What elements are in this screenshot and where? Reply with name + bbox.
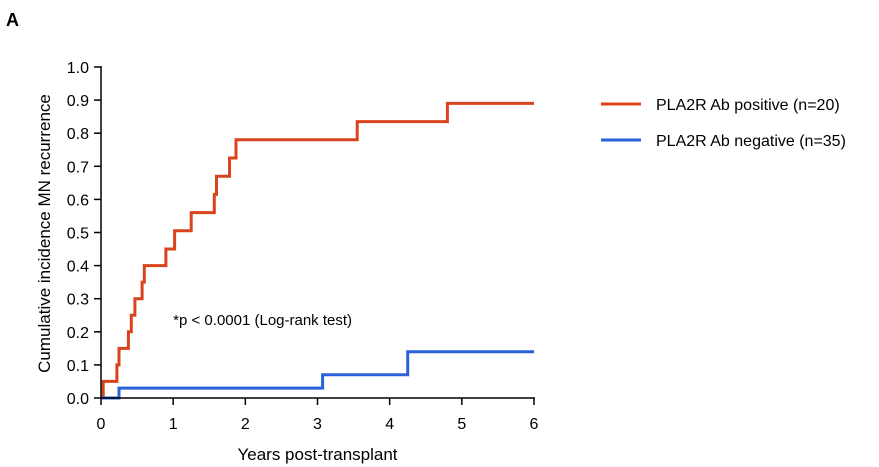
series-line-0 xyxy=(101,101,534,400)
annotation-pvalue: *p < 0.0001 (Log-rank test) xyxy=(173,312,352,329)
x-axis-title: Years post-transplant xyxy=(237,445,397,464)
x-ticks: 0 1 2 3 4 5 6 xyxy=(97,398,539,433)
y-tick-label: 0.0 xyxy=(67,391,89,408)
x-tick-label: 2 xyxy=(241,416,250,433)
y-axis-title: Cumulative incidence MN recurrence xyxy=(35,94,54,373)
x-tick-label: 3 xyxy=(313,416,322,433)
legend-label-negative: PLA2R Ab negative (n=35) xyxy=(656,133,846,150)
y-ticks: 0.0 0.1 0.2 0.3 0.4 0.5 0.6 0.7 0.8 0.9 1.0 xyxy=(67,60,101,408)
y-tick-label: 0.6 xyxy=(67,192,89,209)
x-tick-label: 6 xyxy=(530,416,539,433)
axes xyxy=(100,66,535,399)
legend: PLA2R Ab positive (n=20) PLA2R Ab negati… xyxy=(601,97,846,150)
y-tick-label: 1.0 xyxy=(67,60,89,77)
x-tick-label: 5 xyxy=(457,416,466,433)
legend-label-positive: PLA2R Ab positive (n=20) xyxy=(656,97,840,114)
y-tick-label: 0.9 xyxy=(67,93,89,110)
series-line-1 xyxy=(101,350,534,400)
y-tick-label: 0.3 xyxy=(67,292,89,309)
y-tick-label: 0.1 xyxy=(67,358,89,375)
y-tick-label: 0.2 xyxy=(67,325,89,342)
y-tick-label: 0.5 xyxy=(67,226,89,243)
x-tick-label: 0 xyxy=(97,416,106,433)
panel-label: A xyxy=(6,10,19,30)
y-tick-label: 0.8 xyxy=(67,126,89,143)
y-tick-label: 0.4 xyxy=(67,259,89,276)
x-tick-label: 4 xyxy=(385,416,394,433)
x-tick-label: 1 xyxy=(169,416,178,433)
y-tick-label: 0.7 xyxy=(67,159,89,176)
plot-lines xyxy=(101,101,534,400)
